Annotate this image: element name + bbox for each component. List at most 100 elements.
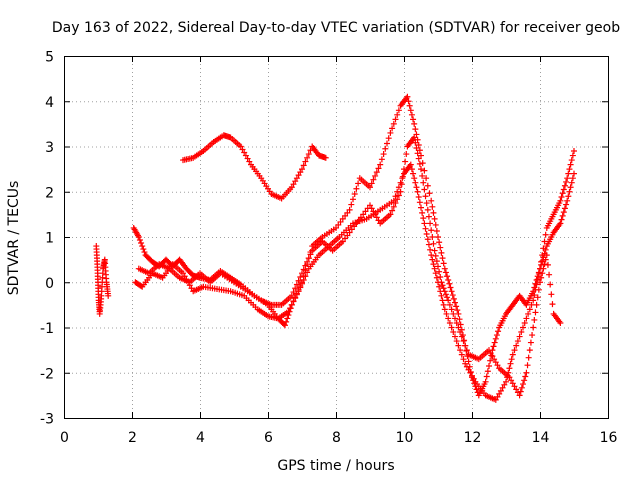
plus-marker (486, 347, 492, 354)
plus-marker (564, 175, 571, 182)
plus-marker (344, 209, 351, 216)
plus-marker (414, 150, 421, 157)
plus-marker (427, 246, 434, 253)
plus-marker (430, 209, 437, 216)
plus-marker (446, 280, 453, 287)
plus-marker (549, 301, 556, 308)
plus-marker (428, 197, 435, 204)
plus-marker (450, 295, 457, 302)
y-tick-label: 1 (45, 231, 54, 247)
plus-marker (300, 276, 307, 283)
plus-marker (453, 303, 460, 310)
plus-marker (565, 170, 572, 177)
plus-marker (439, 297, 446, 304)
plus-marker (402, 158, 409, 165)
plus-marker (432, 270, 439, 277)
plus-marker (453, 319, 460, 326)
y-tick-labels: -3 -2 -1 0 1 2 3 4 5 (40, 50, 54, 428)
plus-marker (375, 165, 382, 172)
series-track-e (180, 132, 329, 202)
plus-marker (337, 218, 344, 225)
plus-marker (450, 329, 457, 336)
plus-marker (382, 145, 389, 152)
plus-marker (564, 197, 571, 204)
plus-marker (392, 200, 399, 207)
plus-marker (531, 316, 538, 323)
plus-marker (530, 324, 537, 331)
plus-marker (440, 260, 447, 267)
plus-marker (546, 271, 553, 278)
plus-marker (482, 378, 489, 385)
plus-marker (548, 291, 555, 298)
x-tick-label: 12 (464, 430, 482, 446)
plus-marker (412, 139, 419, 146)
plus-marker (395, 107, 402, 114)
plus-marker (290, 298, 297, 305)
plus-marker (567, 161, 574, 168)
plus-marker (514, 338, 521, 345)
plus-marker (353, 185, 360, 192)
plus-marker (367, 202, 373, 209)
plus-marker (527, 339, 534, 346)
plus-marker (373, 214, 380, 221)
plus-marker (406, 102, 413, 109)
plus-marker (520, 324, 526, 331)
plus-marker (539, 258, 546, 265)
plus-marker (506, 365, 513, 372)
plus-marker (360, 211, 367, 218)
plus-marker (560, 186, 567, 193)
plus-marker (486, 362, 492, 369)
plus-marker (390, 203, 397, 210)
plus-marker (295, 172, 302, 179)
plus-marker (139, 243, 146, 250)
plus-marker (292, 285, 299, 292)
plus-marker (415, 194, 422, 201)
plus-marker (518, 329, 525, 336)
plus-marker (448, 324, 455, 331)
plus-marker (355, 180, 362, 187)
plus-marker (448, 306, 455, 313)
plus-marker (372, 211, 379, 218)
plus-marker (419, 172, 426, 179)
plus-marker (418, 204, 424, 211)
plus-marker (557, 197, 564, 204)
plus-marker (492, 359, 499, 366)
plus-marker (494, 362, 501, 369)
plus-marker (410, 116, 417, 123)
plus-marker (439, 282, 446, 289)
plus-marker (509, 380, 516, 387)
plus-marker (460, 338, 467, 345)
plus-marker (559, 212, 566, 219)
plus-marker (397, 188, 404, 195)
plus-marker (427, 220, 434, 227)
plus-marker (419, 160, 426, 167)
plus-marker (452, 333, 458, 340)
y-axis-label: SDTVAR / TECUs (6, 181, 22, 296)
plus-marker (525, 310, 532, 317)
plus-marker (433, 274, 440, 281)
plus-marker (547, 281, 554, 288)
plus-marker (483, 373, 490, 380)
plus-marker (431, 247, 438, 254)
plus-marker (384, 140, 390, 147)
plus-marker (533, 281, 540, 288)
plus-marker (293, 175, 300, 182)
x-tick-label: 4 (196, 430, 205, 446)
plus-marker (514, 389, 521, 396)
plus-marker (295, 288, 302, 295)
plus-marker (302, 273, 309, 280)
plus-marker (399, 173, 406, 180)
plus-marker (473, 386, 480, 393)
x-tick-label: 14 (532, 430, 550, 446)
plus-marker (242, 152, 249, 159)
plus-marker (421, 186, 428, 193)
plus-marker (304, 269, 311, 276)
series-track-b (130, 93, 577, 399)
plus-marker (568, 179, 575, 186)
plus-marker (463, 363, 470, 370)
plus-marker (188, 285, 195, 292)
plus-marker (542, 256, 549, 263)
plus-marker (372, 172, 379, 179)
grid-lines (64, 56, 608, 418)
plus-marker (438, 249, 445, 256)
